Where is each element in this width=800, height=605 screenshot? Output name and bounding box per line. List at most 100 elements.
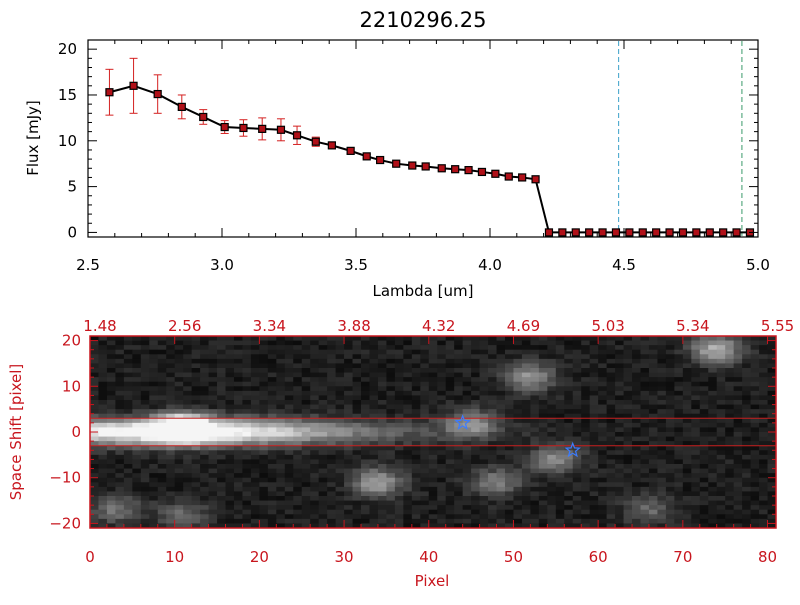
- heatmap-cell: [183, 354, 193, 360]
- heatmap-cell: [454, 445, 464, 451]
- heatmap-cell: [632, 505, 641, 511]
- heatmap-cell: [276, 422, 286, 428]
- heatmap-cell: [166, 422, 176, 428]
- heatmap-cell: [521, 372, 531, 378]
- heatmap-cell: [344, 436, 353, 442]
- heatmap-cell: [759, 505, 768, 511]
- extraction-lines: [90, 417, 776, 447]
- heatmap-cell: [259, 336, 269, 341]
- heatmap-cell: [344, 409, 353, 415]
- heatmap-cell: [759, 372, 768, 378]
- heatmap-cell: [157, 473, 167, 479]
- heatmap-cell: [454, 450, 464, 456]
- heatmap-cell: [504, 459, 514, 465]
- heatmap-cell: [276, 404, 286, 410]
- heatmap-cell: [742, 363, 751, 369]
- heatmap-cell: [665, 505, 675, 511]
- heatmap-cell: [674, 427, 684, 433]
- heatmap-cell: [259, 358, 269, 364]
- heatmap-cell: [233, 427, 243, 433]
- heatmap-cell: [530, 404, 540, 410]
- heatmap-cell: [589, 450, 599, 456]
- x-tick-label: 40: [419, 548, 438, 566]
- heatmap-cell: [589, 464, 599, 469]
- heatmap-cell: [123, 500, 133, 506]
- heatmap-cell: [157, 386, 167, 392]
- heatmap-cell: [276, 500, 286, 506]
- heatmap-cell: [708, 413, 718, 419]
- heatmap-cell: [699, 354, 709, 360]
- heatmap-cell: [386, 523, 396, 529]
- heatmap-cell: [598, 395, 608, 401]
- heatmap-cell: [225, 523, 235, 529]
- heatmap-cell: [530, 464, 540, 469]
- heatmap-cell: [394, 464, 404, 469]
- heatmap-cell: [657, 363, 667, 369]
- heatmap-cell: [267, 491, 277, 497]
- heatmap-cell: [598, 340, 608, 346]
- heatmap-cell: [310, 518, 320, 524]
- heatmap-cell: [682, 427, 692, 433]
- heatmap-cell: [725, 518, 735, 524]
- heatmap-cell: [742, 436, 751, 442]
- heatmap-cell: [420, 395, 430, 401]
- heatmap-cell: [767, 523, 777, 529]
- heatmap-cell: [623, 500, 633, 506]
- heatmap-cell: [420, 340, 430, 346]
- heatmap-cell: [623, 377, 633, 383]
- heatmap-cell: [90, 509, 99, 515]
- heatmap-cell: [632, 523, 641, 529]
- heatmap-cell: [682, 482, 692, 488]
- heatmap-cell: [233, 459, 243, 465]
- heatmap-cell: [420, 368, 430, 373]
- heatmap-cell: [344, 482, 353, 488]
- heatmap-cell: [615, 354, 624, 360]
- heatmap-cell: [547, 395, 557, 401]
- heatmap-cell: [564, 381, 574, 387]
- heatmap-cell: [233, 496, 243, 501]
- heatmap-cell: [411, 445, 421, 451]
- heatmap-cell: [615, 372, 624, 378]
- heatmap-cell: [657, 400, 667, 405]
- heatmap-cell: [725, 368, 735, 373]
- heatmap-cell: [369, 372, 379, 378]
- heatmap-cell: [267, 422, 277, 428]
- heatmap-cell: [606, 491, 616, 497]
- heatmap-cell: [284, 500, 294, 506]
- heatmap-cell: [157, 450, 167, 456]
- heatmap-cell: [674, 418, 684, 424]
- heatmap-cell: [598, 468, 608, 474]
- heatmap-cell: [564, 372, 574, 378]
- data-point: [705, 228, 714, 237]
- heatmap-cell: [538, 363, 548, 369]
- heatmap-cell: [166, 400, 176, 405]
- heatmap-cell: [225, 441, 235, 447]
- heatmap-cell: [394, 381, 404, 387]
- heatmap-cell: [648, 381, 658, 387]
- heatmap-cell: [488, 400, 497, 405]
- heatmap-cell: [242, 454, 252, 460]
- heatmap-cell: [632, 418, 641, 424]
- heatmap-cell: [648, 368, 658, 373]
- heatmap-cell: [488, 409, 497, 415]
- heatmap-cell: [394, 404, 404, 410]
- heatmap-cell: [293, 482, 303, 488]
- heatmap-cell: [674, 491, 684, 497]
- heatmap-cell: [742, 409, 751, 415]
- heatmap-cell: [691, 486, 701, 492]
- heatmap-cell: [174, 340, 184, 346]
- heatmap-cell: [699, 381, 709, 387]
- heatmap-cell: [699, 500, 709, 506]
- heatmap-cell: [454, 363, 464, 369]
- heatmap-cell: [90, 477, 99, 483]
- heatmap-cell: [369, 432, 379, 437]
- heatmap-cell: [767, 505, 777, 511]
- heatmap-cell: [437, 445, 447, 451]
- heatmap-cell: [437, 354, 447, 360]
- heatmap-cell: [123, 459, 133, 465]
- heatmap-cell: [310, 459, 320, 465]
- heatmap-cell: [284, 486, 294, 492]
- heatmap-cell: [259, 363, 269, 369]
- heatmap-cell: [445, 500, 455, 506]
- heatmap-cell: [123, 404, 133, 410]
